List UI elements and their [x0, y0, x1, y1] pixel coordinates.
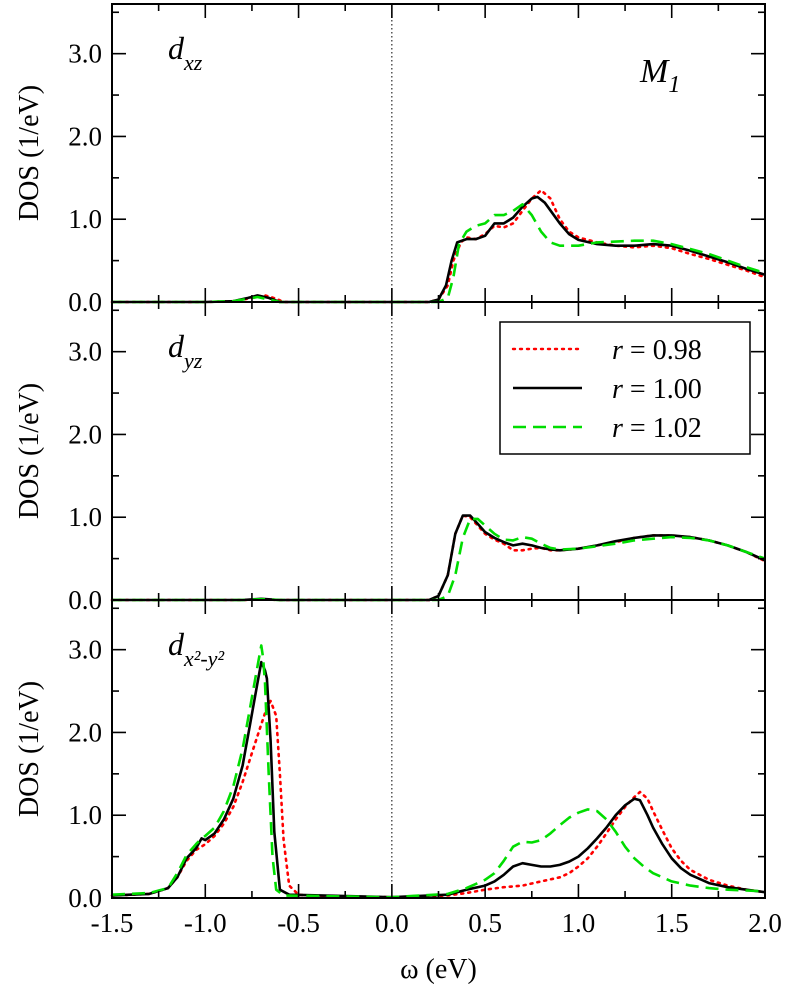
legend-label-r102: r = 1.02 [612, 413, 702, 444]
panel-2: 0.0 1.0 2.0 3.0 DOS (1/eV) dyz [14, 301, 767, 615]
y-tick-label: 2.0 [68, 717, 102, 747]
x-tick-label: 0.5 [468, 908, 502, 938]
y-tick-label: 0.0 [68, 883, 102, 913]
legend: r = 0.98 r = 1.00 r = 1.02 [499, 321, 751, 455]
panel-frame [111, 3, 766, 303]
x-axis: -1.5 -1.0 -0.5 0.0 0.5 1.0 1.5 2.0 ω (eV) [91, 908, 782, 985]
legend-label-r098: r = 0.98 [612, 335, 702, 366]
series-line-3 [112, 517, 766, 602]
panel-3: 0.0 1.0 2.0 3.0 DOS (1/eV) dx²-y² [14, 599, 767, 913]
x-tick-label: 0.0 [375, 908, 409, 938]
series-line-1 [110, 699, 767, 899]
legend-label-r100: r = 1.00 [612, 374, 702, 405]
y-tick-label: 1.0 [68, 204, 102, 234]
orbital-label: dx²-y² [168, 626, 224, 671]
x-tick-label: -0.5 [277, 908, 320, 938]
series-line-3 [112, 203, 766, 304]
y-axis-title: DOS (1/eV) [14, 85, 45, 221]
m1-annotation: M1 [639, 53, 680, 98]
orbital-label: dyz [168, 328, 203, 373]
y-tick-label: 0.0 [68, 287, 102, 317]
x-tick-label: 2.0 [748, 908, 782, 938]
orbital-label: dxz [168, 30, 203, 75]
x-axis-title: ω (eV) [400, 954, 477, 984]
x-tick-label: 1.5 [655, 908, 689, 938]
y-tick-label: 3.0 [68, 337, 102, 367]
y-axis-title: DOS (1/eV) [14, 383, 45, 519]
y-axis-title: DOS (1/eV) [14, 681, 45, 817]
series-line-1 [110, 514, 767, 602]
y-tick-label: 3.0 [68, 635, 102, 665]
series-line-3 [111, 644, 766, 899]
y-tick-label: 0.0 [68, 585, 102, 615]
x-tick-label: -1.0 [184, 908, 227, 938]
y-tick-label: 1.0 [68, 502, 102, 532]
y-tick-label: 1.0 [68, 800, 102, 830]
y-tick-label: 2.0 [68, 419, 102, 449]
series-line-2 [112, 195, 766, 304]
panel-1: 0.0 1.0 2.0 3.0 DOS (1/eV) dxz [14, 3, 767, 317]
y-tick-label: 2.0 [68, 121, 102, 151]
y-tick-label: 3.0 [68, 39, 102, 69]
x-tick-label: 1.0 [562, 908, 596, 938]
series-line-2 [111, 660, 766, 899]
x-tick-label: -1.5 [91, 908, 134, 938]
panels-layer: 0.0 1.0 2.0 3.0 DOS (1/eV) dxz 0.0 1.0 2.0 3.0 DOS… [14, 3, 767, 913]
series-line-2 [112, 514, 766, 602]
